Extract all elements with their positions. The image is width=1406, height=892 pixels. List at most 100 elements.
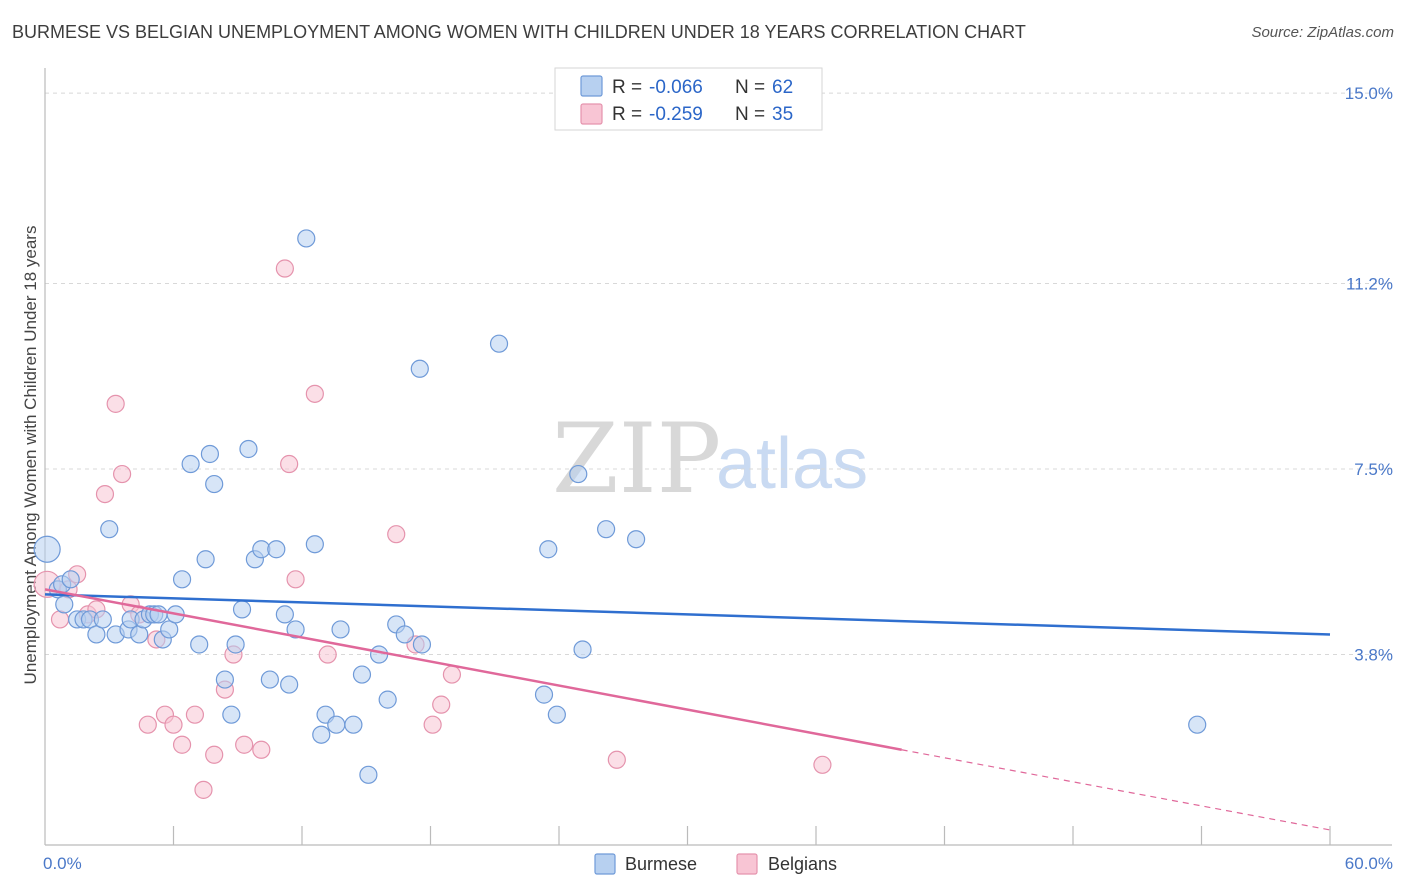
y-tick-label: 15.0% <box>1345 84 1393 103</box>
burmese-legend-swatch <box>580 75 603 97</box>
burmese-point <box>280 675 299 694</box>
burmese-point <box>597 520 616 539</box>
burmese-point <box>190 635 209 654</box>
belgians-points <box>33 259 832 799</box>
belgians-n-value: 35 <box>772 104 793 125</box>
burmese-point <box>160 620 179 639</box>
burmese-n-value: 62 <box>772 77 793 98</box>
y-tick-labels: 3.8% 7.5% 11.2% 15.0% <box>1345 84 1393 664</box>
burmese-point <box>1188 715 1207 734</box>
burmese-series-label: Burmese <box>625 854 697 874</box>
belgians-n-label: N = <box>735 104 765 125</box>
trend-lines <box>44 588 1331 831</box>
burmese-point <box>539 540 558 559</box>
burmese-point <box>370 645 389 664</box>
burmese-point <box>100 520 119 539</box>
series-legend: Burmese Belgians <box>594 853 837 875</box>
belgians-point <box>185 705 205 724</box>
belgians-point <box>194 780 213 799</box>
burmese-point <box>61 570 80 589</box>
correlation-legend: R = -0.066 N = 62 R = -0.259 N = 35 <box>554 67 823 131</box>
burmese-point <box>215 670 234 689</box>
belgians-point <box>235 735 254 754</box>
burmese-point <box>130 625 149 644</box>
belgians-point <box>442 665 462 684</box>
burmese-point <box>232 600 252 619</box>
burmese-point <box>239 439 258 459</box>
belgians-series-swatch <box>736 853 758 875</box>
belgians-point <box>423 715 442 734</box>
burmese-point <box>275 605 294 624</box>
belgians-point <box>205 745 224 764</box>
belgians-point <box>387 525 406 544</box>
y-axis-title: Unemployment Among Women with Children U… <box>21 226 40 685</box>
belgians-point <box>318 645 337 664</box>
burmese-point <box>547 705 566 724</box>
belgians-series-label: Belgians <box>768 854 837 874</box>
belgians-point <box>138 715 157 734</box>
burmese-point <box>267 540 286 559</box>
burmese-point <box>489 334 509 353</box>
burmese-point <box>196 550 215 569</box>
y-tick-label: 3.8% <box>1354 646 1393 665</box>
burmese-points <box>33 229 1207 784</box>
belgians-point <box>432 695 451 714</box>
chart-title: BURMESE VS BELGIAN UNEMPLOYMENT AMONG WO… <box>12 22 1026 42</box>
burmese-point <box>260 670 279 689</box>
burmese-point <box>331 620 350 639</box>
belgians-point <box>275 259 294 278</box>
belgians-point <box>286 570 305 589</box>
burmese-point <box>395 625 414 644</box>
belgians-point <box>106 394 125 413</box>
burmese-point <box>344 715 363 734</box>
burmese-series-swatch <box>594 853 616 875</box>
belgians-trend-extension <box>901 749 1331 831</box>
burmese-point <box>352 665 372 684</box>
burmese-point <box>55 595 74 614</box>
belgians-point <box>112 464 132 484</box>
belgians-point <box>305 384 324 403</box>
burmese-n-label: N = <box>735 77 765 98</box>
burmese-point <box>305 535 324 554</box>
burmese-r-value: -0.066 <box>649 77 703 98</box>
burmese-point <box>534 685 554 704</box>
burmese-point <box>569 464 588 484</box>
y-tick-label: 11.2% <box>1346 275 1393 294</box>
y-tick-label: 7.5% <box>1354 460 1393 479</box>
burmese-point <box>33 535 61 563</box>
burmese-trend-line <box>44 593 1331 636</box>
belgians-point <box>50 610 70 629</box>
burmese-point <box>626 530 646 549</box>
watermark: ZIP atlas <box>552 403 868 515</box>
burmese-point <box>181 454 200 474</box>
burmese-point <box>172 570 192 589</box>
watermark-zip: ZIP <box>552 403 721 515</box>
burmese-point <box>222 705 241 724</box>
belgians-point <box>164 715 183 734</box>
burmese-point <box>226 635 245 654</box>
belgians-legend-swatch <box>580 103 603 125</box>
source-label: Source: ZipAtlas.com <box>1251 24 1394 41</box>
belgians-point <box>607 750 626 769</box>
gridlines <box>45 92 1392 656</box>
burmese-point <box>412 635 432 654</box>
belgians-r-label: R = <box>612 104 642 125</box>
burmese-point <box>312 725 331 744</box>
belgians-point <box>95 484 115 504</box>
burmese-point <box>297 229 316 248</box>
burmese-point <box>205 474 224 494</box>
belgians-trend-line <box>44 588 902 751</box>
x-axis-ticks <box>172 826 1331 845</box>
belgians-point <box>813 755 832 774</box>
belgians-point <box>252 740 271 759</box>
belgians-point <box>280 454 299 474</box>
burmese-point <box>87 625 106 644</box>
burmese-point <box>200 444 220 464</box>
burmese-point <box>286 620 305 639</box>
burmese-point <box>573 640 592 659</box>
burmese-point <box>410 359 429 378</box>
burmese-point <box>93 610 112 629</box>
x-tick-label-max: 60.0% <box>1345 854 1393 873</box>
burmese-r-label: R = <box>612 77 642 98</box>
belgians-point <box>172 735 192 754</box>
